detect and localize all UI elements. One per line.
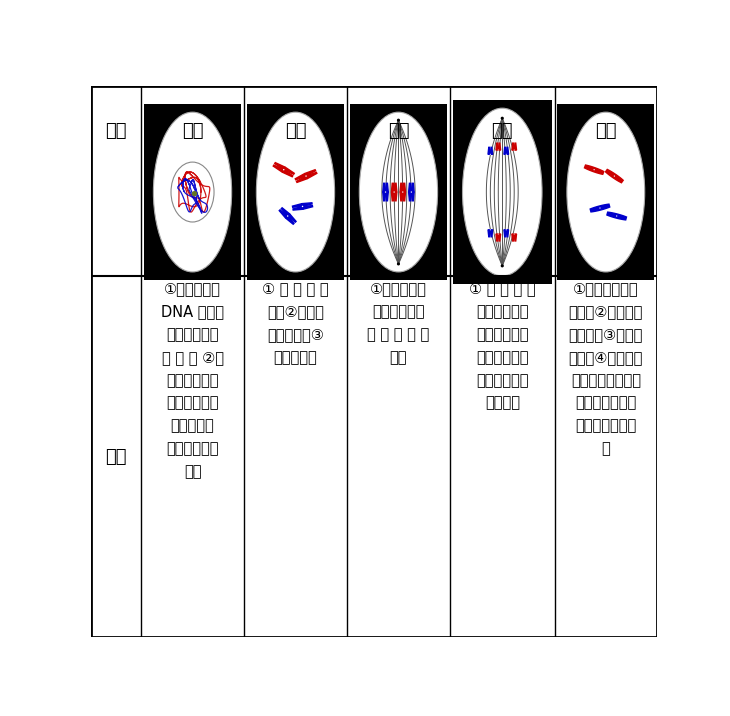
Circle shape — [393, 191, 395, 193]
Circle shape — [616, 216, 618, 217]
Polygon shape — [488, 147, 491, 155]
Polygon shape — [403, 183, 405, 192]
Polygon shape — [585, 165, 604, 174]
Polygon shape — [512, 234, 514, 241]
Polygon shape — [506, 147, 509, 155]
Circle shape — [411, 191, 412, 193]
Polygon shape — [281, 208, 290, 216]
Polygon shape — [296, 176, 307, 183]
Polygon shape — [512, 143, 514, 150]
Polygon shape — [391, 192, 394, 200]
Circle shape — [283, 169, 285, 170]
Ellipse shape — [567, 112, 645, 272]
Text: ① 着 丝 点 分
裂，姐妹染色
单体分开，成
为两个子染色
体。并分别向
两极移动: ① 着 丝 点 分 裂，姐妹染色 单体分开，成 为两个子染色 体。并分别向 两极… — [469, 281, 536, 411]
Polygon shape — [383, 183, 385, 192]
Polygon shape — [499, 143, 501, 150]
Polygon shape — [403, 192, 405, 200]
Polygon shape — [288, 214, 296, 222]
Polygon shape — [302, 203, 312, 206]
Polygon shape — [285, 216, 294, 224]
Polygon shape — [514, 143, 517, 150]
Polygon shape — [280, 210, 288, 218]
Circle shape — [397, 263, 400, 266]
Polygon shape — [385, 192, 388, 200]
Text: 后期: 后期 — [491, 122, 513, 140]
Polygon shape — [491, 230, 493, 237]
Polygon shape — [412, 183, 414, 192]
Polygon shape — [590, 204, 610, 212]
Circle shape — [192, 191, 197, 196]
Polygon shape — [496, 143, 499, 150]
Circle shape — [506, 154, 507, 155]
Polygon shape — [295, 173, 306, 180]
Polygon shape — [605, 170, 623, 183]
Circle shape — [514, 233, 515, 235]
Bar — [453, 100, 552, 284]
Polygon shape — [305, 170, 315, 176]
Polygon shape — [391, 183, 394, 192]
Text: 特点: 特点 — [105, 448, 127, 465]
Ellipse shape — [463, 108, 542, 276]
Circle shape — [490, 154, 491, 155]
Text: ① 出 现 染 色
体，②核膜、
核仁消失，③
出现纺锤体: ① 出 现 染 色 体，②核膜、 核仁消失，③ 出现纺锤体 — [262, 281, 328, 365]
Circle shape — [490, 229, 491, 231]
Polygon shape — [491, 147, 493, 155]
Polygon shape — [284, 168, 294, 174]
Polygon shape — [293, 203, 302, 207]
Circle shape — [301, 205, 303, 207]
Ellipse shape — [256, 112, 334, 272]
Polygon shape — [409, 192, 412, 200]
Circle shape — [501, 117, 504, 120]
Polygon shape — [394, 183, 397, 192]
Polygon shape — [496, 234, 499, 241]
Polygon shape — [514, 234, 517, 241]
Polygon shape — [607, 212, 626, 220]
Polygon shape — [293, 206, 303, 210]
Circle shape — [402, 191, 404, 193]
Bar — [557, 104, 654, 280]
Ellipse shape — [153, 112, 231, 272]
Polygon shape — [383, 192, 385, 200]
Polygon shape — [409, 183, 412, 192]
Polygon shape — [400, 192, 403, 200]
Text: ①变化：完成
DNA 的复制
和有关蛋白质
的 合 成 ②结
果：每个染色
体都形成两个
姐妹染色单
体，呈染色质
形态: ①变化：完成 DNA 的复制 和有关蛋白质 的 合 成 ②结 果：每个染色 体都… — [161, 281, 224, 479]
Polygon shape — [504, 147, 506, 155]
Circle shape — [305, 175, 307, 177]
Text: ①所有染色体
的着丝点都排
列 在 赤 道 板
上。: ①所有染色体 的着丝点都排 列 在 赤 道 板 上。 — [367, 281, 429, 365]
Polygon shape — [385, 183, 388, 192]
Text: 时期: 时期 — [105, 122, 127, 140]
Polygon shape — [273, 165, 284, 172]
Polygon shape — [506, 230, 509, 237]
Polygon shape — [306, 173, 317, 179]
Circle shape — [498, 233, 499, 235]
Text: 中期: 中期 — [388, 122, 410, 140]
Circle shape — [593, 169, 595, 170]
Ellipse shape — [359, 112, 437, 272]
Polygon shape — [412, 192, 414, 200]
Circle shape — [614, 175, 615, 177]
Polygon shape — [394, 192, 397, 200]
Circle shape — [287, 216, 288, 217]
Polygon shape — [283, 170, 293, 177]
Polygon shape — [274, 163, 285, 170]
Bar — [247, 104, 345, 280]
Text: 末期: 末期 — [595, 122, 617, 140]
Polygon shape — [499, 234, 501, 241]
Text: 前期: 前期 — [285, 122, 307, 140]
Polygon shape — [400, 183, 403, 192]
Circle shape — [397, 119, 400, 122]
Polygon shape — [504, 230, 506, 237]
Bar — [350, 104, 447, 280]
Circle shape — [501, 264, 504, 267]
Text: 间期: 间期 — [182, 122, 203, 140]
Circle shape — [506, 229, 507, 231]
Polygon shape — [302, 205, 312, 209]
Polygon shape — [488, 230, 491, 237]
Text: ①染色体变成染
色质，②核膜、核
仁重现，③纺锤体
消失，④在赤道板
位置出现细胞板，
并扩展成分隔两
个子细胞的细胞
壁: ①染色体变成染 色质，②核膜、核 仁重现，③纺锤体 消失，④在赤道板 位置出现细… — [569, 281, 643, 456]
Bar — [144, 104, 242, 280]
Circle shape — [385, 191, 386, 193]
